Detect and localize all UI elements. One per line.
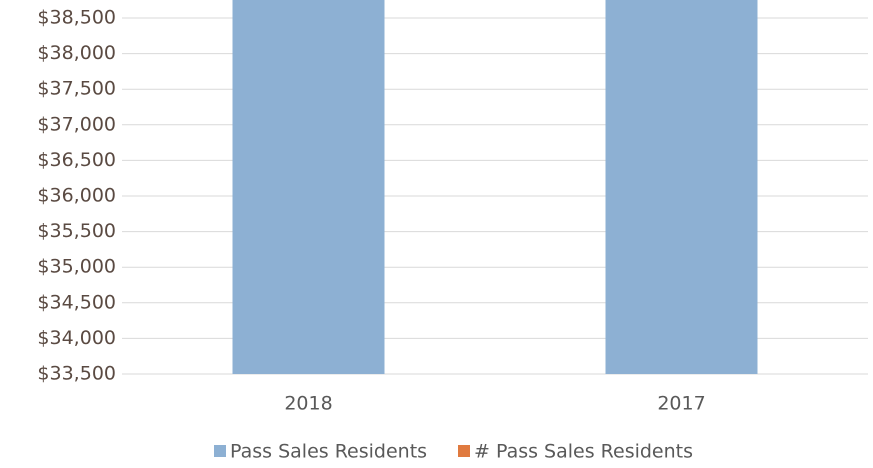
legend-label: # Pass Sales Residents: [474, 441, 693, 463]
y-tick-label: $35,500: [37, 220, 116, 242]
y-tick-label: $38,000: [37, 42, 116, 64]
y-tick-label: $36,000: [37, 185, 116, 207]
legend-swatch: [458, 445, 470, 457]
y-tick-label: $33,500: [37, 363, 116, 385]
y-tick-label: $36,500: [37, 149, 116, 171]
x-tick-label: 2018: [284, 393, 332, 415]
legend-swatch: [214, 445, 226, 457]
y-tick-label: $37,000: [37, 113, 116, 135]
bar-segment: [232, 0, 385, 374]
y-tick-label: $35,000: [37, 256, 116, 278]
y-tick-label: $38,500: [37, 7, 116, 29]
bar-segment: [605, 0, 758, 374]
y-tick-label: $34,000: [37, 327, 116, 349]
y-tick-label: $37,500: [37, 78, 116, 100]
y-tick-label: $34,500: [37, 291, 116, 313]
x-tick-label: 2017: [657, 393, 705, 415]
legend-label: Pass Sales Residents: [230, 441, 427, 463]
